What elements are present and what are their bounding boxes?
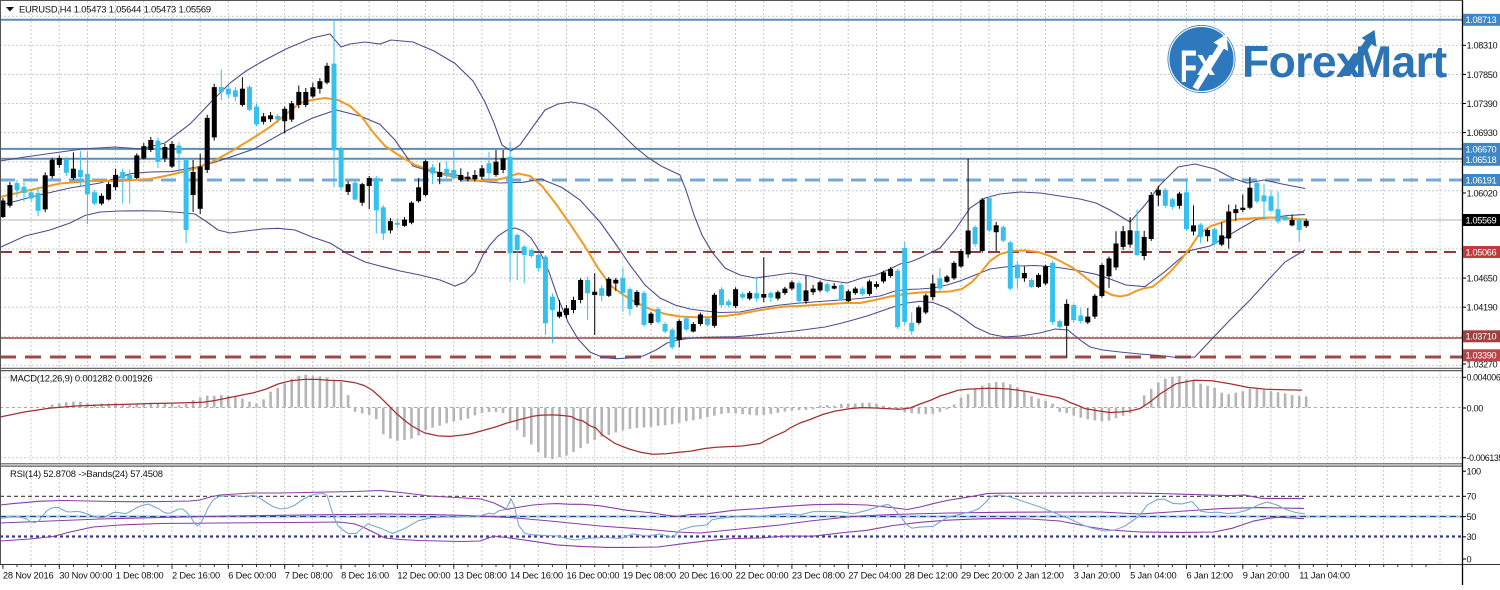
- svg-text:1.06191: 1.06191: [1466, 175, 1497, 185]
- svg-text:0.00: 0.00: [1467, 403, 1484, 413]
- svg-text:16 Dec 00:00: 16 Dec 00:00: [567, 571, 620, 581]
- svg-text:1.06518: 1.06518: [1466, 155, 1497, 165]
- svg-text:5 Jan 04:00: 5 Jan 04:00: [1130, 571, 1176, 581]
- svg-text:22 Dec 00:00: 22 Dec 00:00: [736, 571, 789, 581]
- svg-text:20 Dec 16:00: 20 Dec 16:00: [679, 571, 732, 581]
- svg-text:1.06020: 1.06020: [1467, 188, 1498, 198]
- svg-text:28 Nov 2016: 28 Nov 2016: [3, 571, 54, 581]
- svg-text:9 Jan 20:00: 9 Jan 20:00: [1243, 571, 1289, 581]
- svg-text:EURUSD,H4 1.05473 1.05644 1.0: EURUSD,H4 1.05473 1.05644 1.05473 1.0556…: [19, 4, 211, 15]
- svg-text:2 Jan 12:00: 2 Jan 12:00: [1017, 571, 1063, 581]
- svg-text:30: 30: [1467, 532, 1477, 542]
- svg-text:30 Nov 00:00: 30 Nov 00:00: [59, 571, 112, 581]
- svg-text:3 Jan 20:00: 3 Jan 20:00: [1074, 571, 1120, 581]
- svg-text:28 Dec 12:00: 28 Dec 12:00: [905, 571, 958, 581]
- svg-text:29 Dec 20:00: 29 Dec 20:00: [961, 571, 1014, 581]
- svg-text:1.03710: 1.03710: [1466, 332, 1497, 342]
- svg-text:RSI(14) 52.8708 ->Bands(24) 5: RSI(14) 52.8708 ->Bands(24) 57.4508: [10, 468, 163, 479]
- svg-text:50: 50: [1467, 512, 1477, 522]
- svg-text:1.07390: 1.07390: [1467, 99, 1498, 109]
- svg-text:1.08713: 1.08713: [1466, 15, 1497, 25]
- svg-text:11 Jan 04:00: 11 Jan 04:00: [1299, 571, 1350, 581]
- svg-text:7 Dec 08:00: 7 Dec 08:00: [285, 571, 333, 581]
- svg-text:1.04650: 1.04650: [1467, 274, 1498, 284]
- svg-text:1.05066: 1.05066: [1466, 247, 1497, 257]
- svg-text:12 Dec 00:00: 12 Dec 00:00: [397, 571, 450, 581]
- svg-text:1 Dec 08:00: 1 Dec 08:00: [116, 571, 164, 581]
- svg-text:Forex: Forex: [1242, 38, 1361, 87]
- svg-text:1.08310: 1.08310: [1467, 41, 1498, 51]
- svg-text:0.004006: 0.004006: [1467, 373, 1500, 383]
- svg-text:1.03390: 1.03390: [1466, 351, 1497, 361]
- svg-text:19 Dec 08:00: 19 Dec 08:00: [623, 571, 676, 581]
- svg-text:2 Dec 16:00: 2 Dec 16:00: [172, 571, 220, 581]
- svg-text:0: 0: [1467, 554, 1472, 564]
- svg-text:1.05569: 1.05569: [1466, 215, 1497, 225]
- svg-text:1.04190: 1.04190: [1467, 303, 1498, 313]
- svg-text:1.06670: 1.06670: [1466, 144, 1497, 154]
- svg-text:6 Dec 00:00: 6 Dec 00:00: [228, 571, 276, 581]
- svg-text:1.07850: 1.07850: [1467, 70, 1498, 80]
- svg-text:70: 70: [1467, 492, 1477, 502]
- svg-text:14 Dec 16:00: 14 Dec 16:00: [510, 571, 563, 581]
- svg-text:13 Dec 08:00: 13 Dec 08:00: [454, 571, 507, 581]
- svg-text:100: 100: [1467, 467, 1482, 477]
- svg-text:1.06930: 1.06930: [1467, 128, 1498, 138]
- svg-text:6 Jan 12:00: 6 Jan 12:00: [1187, 571, 1233, 581]
- svg-text:23 Dec 08:00: 23 Dec 08:00: [792, 571, 845, 581]
- svg-text:8 Dec 16:00: 8 Dec 16:00: [341, 571, 389, 581]
- svg-text:-0.006135: -0.006135: [1467, 453, 1500, 463]
- svg-text:MACD(12,26,9) 0.001282 0.00192: MACD(12,26,9) 0.001282 0.001926: [10, 373, 152, 384]
- svg-text:27 Dec 04:00: 27 Dec 04:00: [848, 571, 901, 581]
